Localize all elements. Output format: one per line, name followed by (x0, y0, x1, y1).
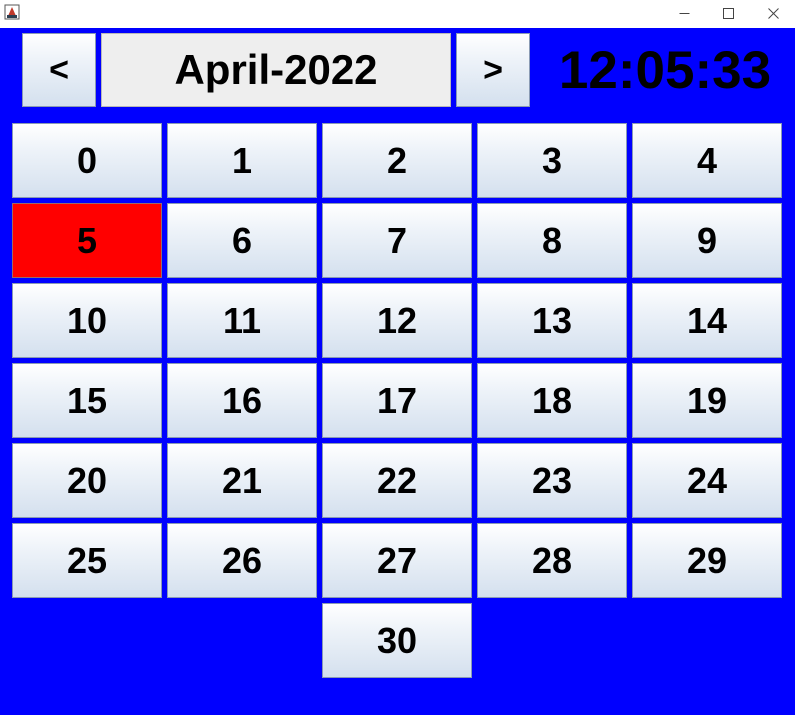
day-button-15[interactable]: 15 (12, 363, 162, 438)
day-button-28[interactable]: 28 (477, 523, 627, 598)
day-button-14[interactable]: 14 (632, 283, 782, 358)
day-button-30[interactable]: 30 (322, 603, 472, 678)
day-button-22[interactable]: 22 (322, 443, 472, 518)
minimize-icon (679, 12, 689, 14)
close-button[interactable] (751, 0, 795, 26)
day-button-19[interactable]: 19 (632, 363, 782, 438)
next-month-button[interactable]: > (456, 33, 530, 107)
day-button-0[interactable]: 0 (12, 123, 162, 198)
day-button-9[interactable]: 9 (632, 203, 782, 278)
day-button-12[interactable]: 12 (322, 283, 472, 358)
day-button-11[interactable]: 11 (167, 283, 317, 358)
prev-month-button[interactable]: < (22, 33, 96, 107)
java-app-icon (4, 4, 20, 20)
day-button-20[interactable]: 20 (12, 443, 162, 518)
close-icon (767, 7, 779, 19)
day-button-29[interactable]: 29 (632, 523, 782, 598)
day-button-3[interactable]: 3 (477, 123, 627, 198)
title-bar[interactable] (0, 0, 795, 28)
day-button-10[interactable]: 10 (12, 283, 162, 358)
day-button-4[interactable]: 4 (632, 123, 782, 198)
clock-display: 12:05:33 (558, 40, 772, 100)
day-button-8[interactable]: 8 (477, 203, 627, 278)
day-button-1[interactable]: 1 (167, 123, 317, 198)
maximize-button[interactable] (706, 0, 750, 26)
day-button-24[interactable]: 24 (632, 443, 782, 518)
month-year-label: April-2022 (101, 33, 451, 107)
day-button-13[interactable]: 13 (477, 283, 627, 358)
maximize-icon (722, 7, 734, 19)
day-button-6[interactable]: 6 (167, 203, 317, 278)
day-button-25[interactable]: 25 (12, 523, 162, 598)
calendar-panel: < April-2022 > 12:05:33 0 1 2 3 4 5 6 7 8 9 10 11 12… (0, 28, 795, 715)
day-button-21[interactable]: 21 (167, 443, 317, 518)
day-button-26[interactable]: 26 (167, 523, 317, 598)
day-button-23[interactable]: 23 (477, 443, 627, 518)
day-button-27[interactable]: 27 (322, 523, 472, 598)
minimize-button[interactable] (662, 0, 706, 26)
day-button-5[interactable]: 5 (12, 203, 162, 278)
day-button-17[interactable]: 17 (322, 363, 472, 438)
day-button-16[interactable]: 16 (167, 363, 317, 438)
day-button-7[interactable]: 7 (322, 203, 472, 278)
day-button-2[interactable]: 2 (322, 123, 472, 198)
day-button-18[interactable]: 18 (477, 363, 627, 438)
